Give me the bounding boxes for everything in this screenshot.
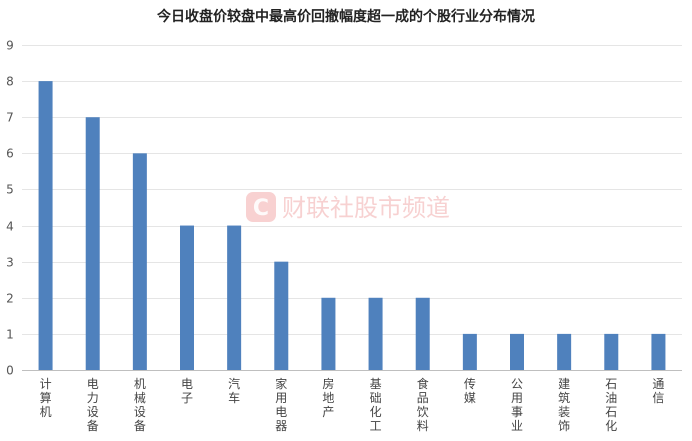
bar bbox=[557, 333, 572, 370]
y-tick-label: 5 bbox=[6, 183, 14, 197]
x-tick-label: 电力设备 bbox=[87, 377, 99, 433]
x-tick-label: 建筑装饰 bbox=[558, 377, 570, 433]
bar bbox=[651, 333, 666, 370]
bar bbox=[227, 225, 242, 370]
watermark: C 财联社股市频道 bbox=[246, 192, 450, 222]
x-tick-label: 食品饮料 bbox=[417, 376, 429, 433]
x-tick-label: 石油石化 bbox=[605, 377, 617, 433]
x-tick-label: 机械设备 bbox=[134, 377, 146, 433]
grid bbox=[22, 45, 682, 335]
bar bbox=[510, 333, 524, 370]
y-tick-label: 7 bbox=[6, 111, 14, 125]
x-tick-label: 计算机 bbox=[40, 377, 52, 419]
x-tick-label: 房地产 bbox=[322, 376, 334, 419]
y-tick-label: 2 bbox=[6, 292, 14, 306]
x-tick-label: 汽车 bbox=[228, 376, 240, 405]
x-tick-label: 基础化工 bbox=[370, 377, 382, 433]
chart-title: 今日收盘价较盘中最高价回撤幅度超一成的个股行业分布情况 bbox=[156, 8, 535, 25]
bar bbox=[132, 153, 147, 370]
bar bbox=[180, 225, 194, 370]
watermark-logo-letter: C bbox=[253, 196, 269, 221]
x-tick-label: 通信 bbox=[652, 377, 664, 405]
y-tick-label: 9 bbox=[6, 39, 14, 53]
x-tick-label: 家用电器 bbox=[275, 376, 287, 433]
x-tick-label: 传媒 bbox=[464, 376, 476, 405]
bar bbox=[85, 117, 100, 370]
y-tick-label: 4 bbox=[6, 220, 14, 234]
watermark-logo-icon bbox=[246, 192, 276, 222]
bars bbox=[38, 81, 666, 370]
y-tick-label: 1 bbox=[6, 328, 14, 342]
bar bbox=[415, 297, 430, 370]
bar bbox=[38, 81, 53, 370]
y-tick-label: 6 bbox=[6, 147, 14, 161]
y-tick-label: 8 bbox=[6, 75, 14, 89]
y-axis: 0 1 2 3 4 5 6 7 8 9 bbox=[6, 39, 14, 378]
y-tick-label: 0 bbox=[6, 364, 14, 378]
watermark-text: 财联社股市频道 bbox=[282, 194, 450, 222]
bar bbox=[321, 297, 336, 370]
y-tick-label: 3 bbox=[6, 256, 14, 270]
bar bbox=[462, 333, 477, 370]
x-tick-label: 电子 bbox=[181, 377, 193, 405]
bar bbox=[604, 333, 619, 370]
x-axis: 计算机 电力设备 机械设备 电子 汽车 家用电器 房地产 基础化工 食品饮料 传媒 公用事业 建筑装饰… bbox=[40, 376, 665, 433]
bar bbox=[368, 297, 383, 370]
bar bbox=[274, 261, 289, 370]
x-tick-label: 公用事业 bbox=[511, 377, 523, 433]
